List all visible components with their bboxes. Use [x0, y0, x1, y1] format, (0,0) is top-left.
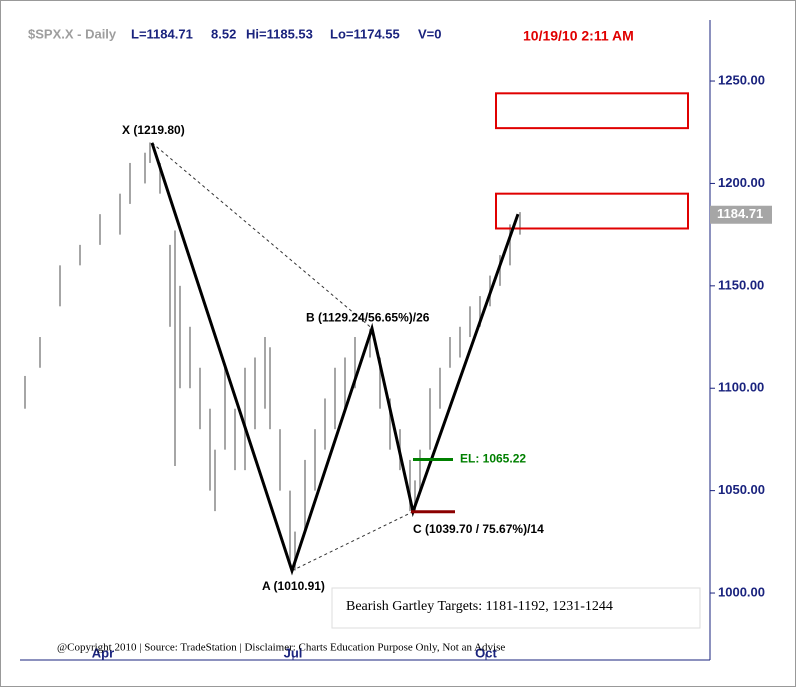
pattern-line [150, 142, 520, 576]
pattern-label: A (1010.91) [262, 579, 325, 593]
y-tick-label: 1150.00 [718, 277, 764, 292]
y-tick-label: 1250.00 [718, 72, 765, 87]
change: 8.52 [211, 26, 236, 41]
x-tick-label: Apr [92, 645, 114, 660]
y-tick-label: 1050.00 [718, 482, 765, 497]
note-box [331, 587, 701, 629]
pattern-label: X (1219.80) [122, 123, 185, 137]
y-tick-label: 1000.00 [718, 584, 765, 599]
note: Bearish Gartley Targets: 1181-1192, 1231… [346, 599, 613, 614]
high: Hi=1185.53 [246, 26, 313, 41]
last-price-label: 1184.71 [717, 206, 763, 221]
last: L=1184.71 [131, 26, 193, 41]
target-zone [495, 192, 689, 230]
x-tick-label: Oct [475, 645, 497, 660]
pattern-label: B (1129.24/56.65%)/26 [306, 311, 430, 325]
pattern-label: C (1039.70 / 75.67%)/14 [413, 522, 544, 536]
pattern-guide [291, 511, 414, 572]
y-tick-label: 1100.00 [718, 380, 764, 395]
footer: @Copyright 2010 | Source: TradeStation |… [57, 642, 505, 654]
low: Lo=1174.55 [330, 26, 400, 41]
last-price-tag [710, 205, 772, 224]
y-tick-label: 1200.00 [718, 175, 765, 190]
entry-label: EL: 1065.22 [460, 452, 526, 466]
symbol: $SPX.X - Daily [28, 26, 117, 41]
volume: V=0 [418, 26, 442, 41]
x-tick-label: Jul [284, 645, 303, 660]
timestamp: 10/19/10 2:11 AM [523, 28, 634, 44]
target-zone [495, 92, 689, 130]
